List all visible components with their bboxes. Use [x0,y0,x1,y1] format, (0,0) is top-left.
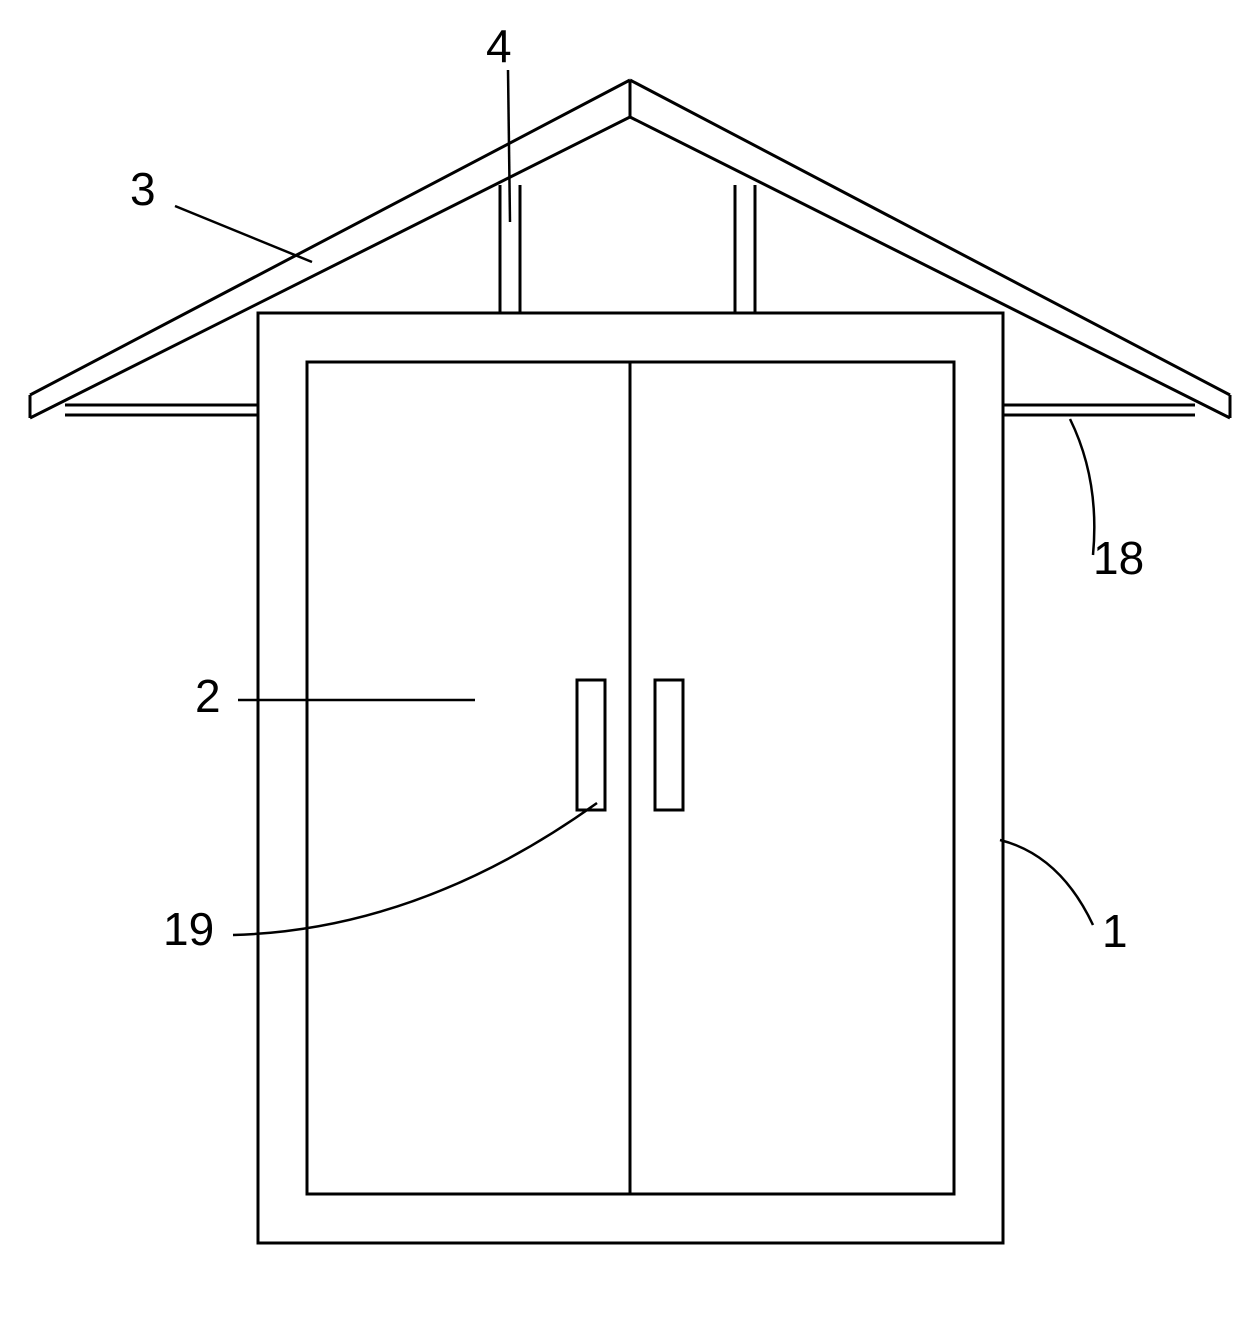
lead-1 [1000,840,1093,925]
lbl-18: 18 [1093,532,1144,584]
lead-3 [175,206,312,262]
lbl-19: 19 [163,903,214,955]
lead-4 [508,70,510,222]
lbl-3: 3 [130,163,156,215]
technical-diagram: 4 3 2 19 18 1 [0,0,1253,1325]
lead-18 [1070,419,1094,555]
lbl-4: 4 [486,20,512,72]
lbl-2: 2 [195,670,221,722]
lbl-1: 1 [1102,905,1128,957]
